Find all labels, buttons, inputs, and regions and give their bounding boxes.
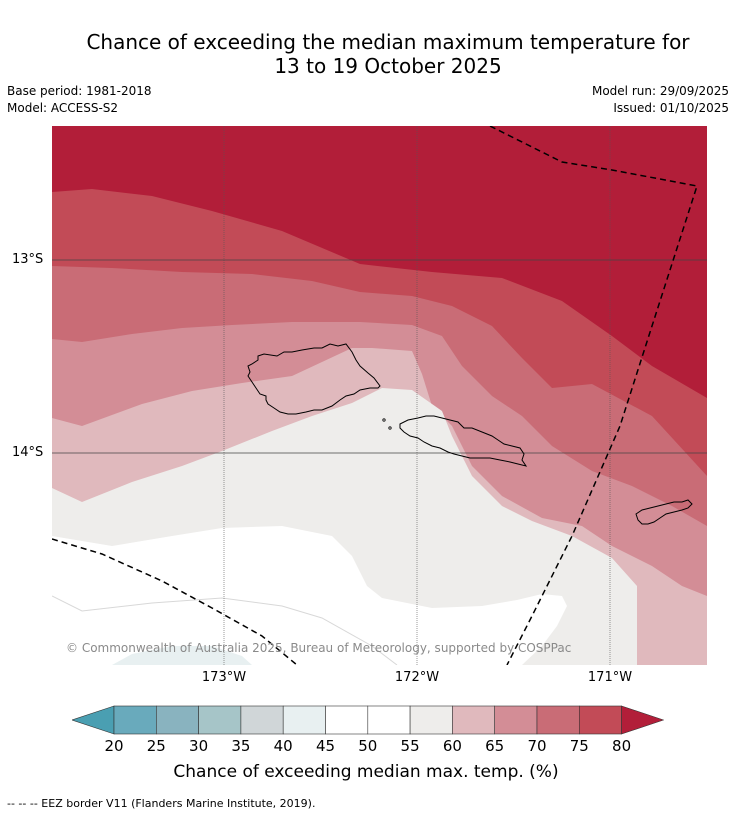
colorbar-tick-label: 75 [569,737,589,755]
colorbar-swatch [494,705,538,735]
colorbar-tick-label: 65 [485,737,505,755]
latitude-label-14s: 14°S [12,445,44,460]
colorbar-label: Chance of exceeding median max. temp. (%… [0,762,736,782]
region-45-55 [52,526,567,665]
colorbar-tick-label: 20 [104,737,124,755]
longitude-label-173w: 173°W [201,670,247,685]
colorbar-swatch [367,705,411,735]
colorbar-tick-label: 55 [400,737,420,755]
apolima-island [388,426,392,430]
savaii-island [247,343,381,415]
colorbar [71,704,665,740]
longitude-label-172w: 172°W [394,670,440,685]
colorbar-svg [71,705,665,735]
colorbar-swatch [409,705,453,735]
upolu-island [399,415,528,467]
eez-legend-note: -- -- -- EEZ border V11 (Flanders Marine… [7,797,316,810]
colorbar-tick-label: 30 [189,737,209,755]
colorbar-tick-label: 35 [231,737,251,755]
copyright-notice: © Commonwealth of Australia 2025, Bureau… [66,641,572,655]
colorbar-swatch [198,705,242,735]
colorbar-swatch [536,705,580,735]
colorbar-tick-label: 70 [527,737,547,755]
colorbar-tick-label: 25 [146,737,166,755]
longitude-label-171w: 171°W [587,670,633,685]
colorbar-label-text: Chance of exceeding median max. temp. (%… [173,762,559,782]
colorbar-low-arrow [71,705,115,735]
meta-right: Model run: 29/09/2025 Issued: 01/10/2025 [592,83,729,117]
title-line-1: Chance of exceeding the median maximum t… [86,30,690,54]
colorbar-tick-label: 50 [358,737,378,755]
eez-border [52,126,698,665]
colorbar-swatch [578,705,622,735]
colorbar-swatch [156,705,199,735]
colorbar-tick-label: 40 [273,737,293,755]
colorbar-tick-label: 45 [315,737,336,755]
map-canvas [52,126,707,665]
colorbar-swatch [240,705,284,735]
model-run: Model run: 29/09/2025 [591,84,729,98]
colorbar-swatch [113,705,157,735]
manono-island [382,418,386,422]
model-name: Model: ACCESS-S2 [7,101,119,115]
colorbar-swatch [282,705,326,735]
latitude-label-13s: 13°S [12,252,44,267]
region-40-45 [112,646,252,665]
map-title: Chance of exceeding the median maximum t… [0,30,736,78]
colorbar-tick-label: 80 [612,737,632,755]
colorbar-swatch [452,705,495,735]
base-period: Base period: 1981-2018 [7,84,152,98]
latitude-lines [52,259,707,454]
title-line-2: 13 to 19 October 2025 [274,54,502,78]
colorbar-swatch [325,705,369,735]
tutuila-island [635,499,693,525]
contour-line [52,595,398,665]
colorbar-tick-label: 60 [442,737,462,755]
issued-date: Issued: 01/10/2025 [613,101,729,115]
colorbar-high-arrow [621,705,665,735]
forecast-map[interactable] [52,126,707,665]
meta-left: Base period: 1981-2018 Model: ACCESS-S2 [7,83,152,117]
